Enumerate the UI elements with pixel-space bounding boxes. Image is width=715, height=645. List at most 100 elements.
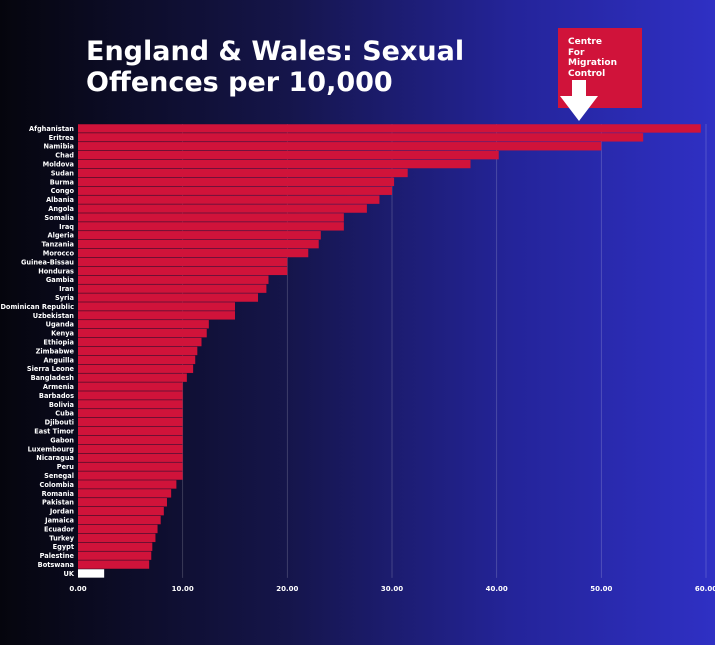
category-label: Moldova	[43, 160, 74, 168]
bar	[78, 480, 177, 489]
logo-line-2: For	[568, 47, 585, 58]
category-label: Pakistan	[42, 499, 74, 507]
category-label: Somalia	[44, 214, 74, 222]
category-label: Congo	[51, 187, 75, 195]
bar-highlight	[78, 569, 105, 578]
bar	[78, 231, 321, 240]
bar	[78, 453, 183, 462]
category-label: Burma	[50, 178, 74, 186]
bar	[78, 204, 367, 213]
category-label: Jordan	[49, 508, 74, 516]
bar	[78, 489, 172, 498]
category-label: Armenia	[43, 383, 74, 391]
bar	[78, 168, 408, 178]
category-label: Ecuador	[44, 525, 75, 533]
x-tick-label: 20.00	[276, 585, 298, 593]
bar	[78, 311, 235, 320]
bar	[78, 426, 183, 436]
category-label: Barbados	[39, 392, 74, 400]
category-label: Romania	[42, 490, 74, 498]
logo-text: Centre For Migration Control	[568, 37, 617, 79]
category-label: Dominican Republic	[0, 303, 74, 311]
category-label: Bolivia	[49, 401, 74, 409]
bar	[78, 355, 196, 365]
category-label: Tanzania	[42, 241, 74, 249]
bar	[78, 498, 167, 507]
bar	[78, 159, 471, 169]
bar	[78, 337, 202, 347]
category-label: Jamaica	[44, 516, 74, 524]
category-label: Syria	[55, 294, 74, 302]
bar	[78, 328, 207, 338]
category-label: Afghanistan	[29, 125, 74, 133]
bar	[78, 293, 259, 302]
bar	[78, 186, 392, 195]
x-tick-label: 60.00	[695, 585, 715, 593]
category-label: Kenya	[51, 330, 74, 338]
bar	[78, 222, 344, 231]
category-label: Guinea-Bissau	[21, 258, 74, 266]
category-label: Namibia	[43, 143, 74, 151]
bar	[78, 542, 153, 551]
bar	[78, 417, 183, 427]
bar	[78, 400, 183, 409]
x-tick-label: 40.00	[486, 585, 508, 593]
category-label: Turkey	[49, 534, 74, 542]
category-label: Iraq	[59, 223, 74, 231]
bar	[78, 391, 183, 400]
category-label: Luxembourg	[28, 445, 75, 453]
category-label: Algeria	[47, 232, 74, 240]
category-label: Nicaragua	[36, 454, 74, 462]
category-label: Botswana	[38, 561, 74, 569]
category-label: Colombia	[40, 481, 74, 489]
x-tick-label: 10.00	[172, 585, 194, 593]
bar	[78, 142, 602, 151]
bar	[78, 150, 499, 160]
category-label: Morocco	[43, 249, 75, 257]
category-label: Zimbabwe	[36, 347, 75, 355]
bar	[78, 444, 183, 454]
category-label: Gambia	[46, 276, 74, 284]
category-label: Honduras	[38, 267, 74, 275]
chart-title-line-2: Offences per 10,000	[86, 67, 393, 98]
bar	[78, 248, 309, 258]
category-label: Egypt	[53, 543, 74, 551]
bar	[78, 213, 344, 222]
category-label: Sierra Leone	[27, 365, 75, 373]
category-label: Uganda	[46, 321, 74, 329]
bar	[78, 133, 644, 142]
logo-line-1: Centre	[568, 37, 602, 47]
logo-line-3: Migration	[568, 58, 617, 68]
category-label: Bangladesh	[31, 374, 75, 382]
bar	[78, 239, 319, 249]
category-label: UK	[64, 570, 75, 578]
bar	[78, 524, 158, 534]
x-tick-label: 30.00	[381, 585, 403, 593]
category-label: Sudan	[51, 169, 75, 177]
bar	[78, 364, 194, 373]
chart-title: England & Wales: Sexual Offences per 10,…	[86, 36, 526, 98]
bar	[78, 515, 161, 525]
bar	[78, 266, 288, 276]
bar	[78, 382, 183, 391]
category-label: Senegal	[44, 472, 74, 480]
category-label: Peru	[57, 463, 75, 471]
category-label: Djibouti	[45, 419, 74, 427]
chart-title-line-1: England & Wales: Sexual	[86, 36, 465, 67]
bar	[78, 124, 701, 133]
bar	[78, 533, 156, 543]
logo-line-4: Control	[568, 68, 606, 79]
category-label: Eritrea	[49, 134, 74, 142]
bar	[78, 284, 267, 293]
category-label: Ethiopia	[43, 338, 74, 346]
bar	[78, 346, 198, 356]
bar	[78, 275, 269, 284]
bar	[78, 302, 235, 311]
category-label: Anguilla	[44, 356, 74, 364]
category-label: Gabon	[50, 436, 74, 444]
bar	[78, 551, 152, 560]
bar	[78, 471, 183, 480]
bar	[78, 320, 209, 329]
bar	[78, 373, 187, 382]
